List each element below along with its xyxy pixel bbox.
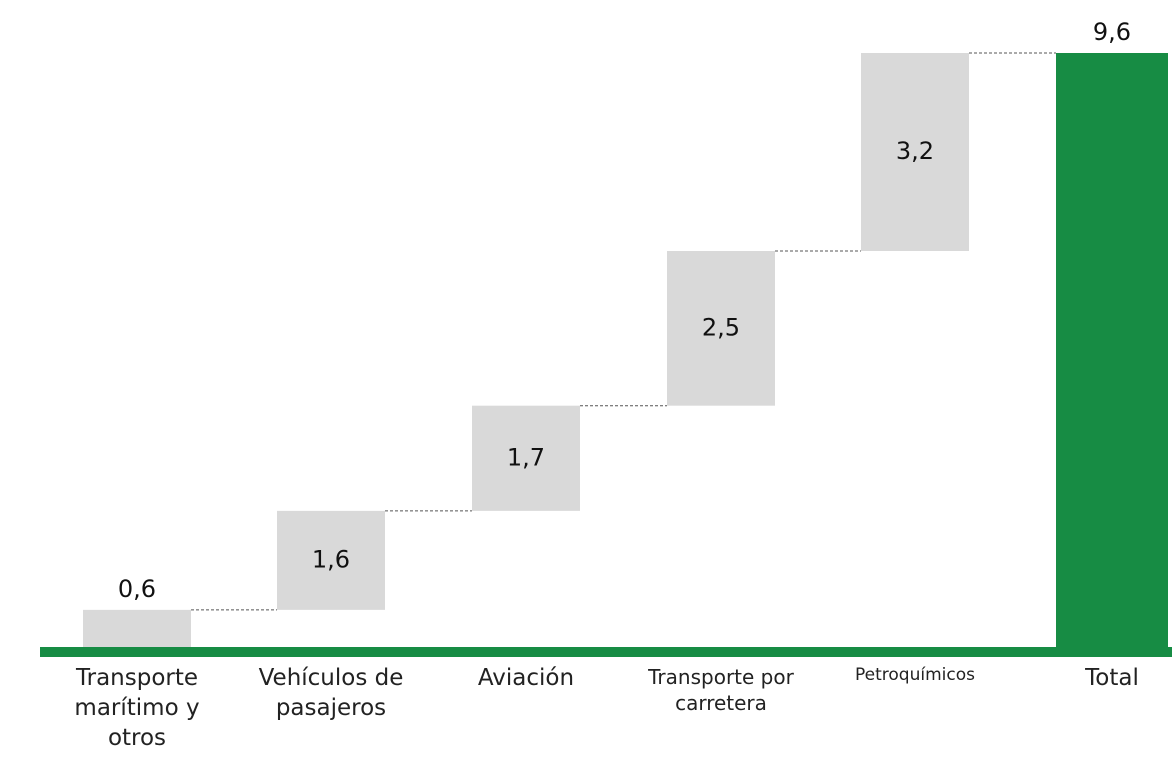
- bar: [1056, 53, 1168, 647]
- x-tick-label: Transporte por carretera: [648, 665, 794, 715]
- x-tick-label: Vehículos de pasajeros: [258, 665, 404, 721]
- category-label-box: Total: [1085, 665, 1139, 691]
- value-label: 3,2: [896, 137, 934, 165]
- x-tick-label: Total: [1085, 665, 1139, 691]
- bar: [277, 510, 385, 610]
- value-label: 9,6: [1093, 18, 1131, 46]
- category-label-box: Petroquímicos: [855, 665, 975, 685]
- x-tick-label: Aviación: [477, 665, 575, 691]
- bar: [861, 53, 969, 251]
- value-label: 1,7: [507, 443, 545, 471]
- category-label-box: Transporte por carretera: [648, 665, 794, 715]
- x-tick-label: Transporte marítimo y otros: [74, 665, 200, 751]
- bar: [83, 609, 191, 647]
- bar: [472, 405, 580, 511]
- baseline: [40, 647, 1172, 657]
- x-tick-label: Petroquímicos: [855, 665, 975, 685]
- category-label-box: Vehículos de pasajeros: [258, 665, 404, 721]
- category-label-box: Transporte marítimo y otros: [74, 665, 200, 751]
- bar: [667, 251, 775, 406]
- value-label: 1,6: [312, 545, 350, 573]
- value-label: 0,6: [118, 575, 156, 603]
- value-label: 2,5: [702, 313, 740, 341]
- category-label-box: Aviación: [477, 665, 575, 691]
